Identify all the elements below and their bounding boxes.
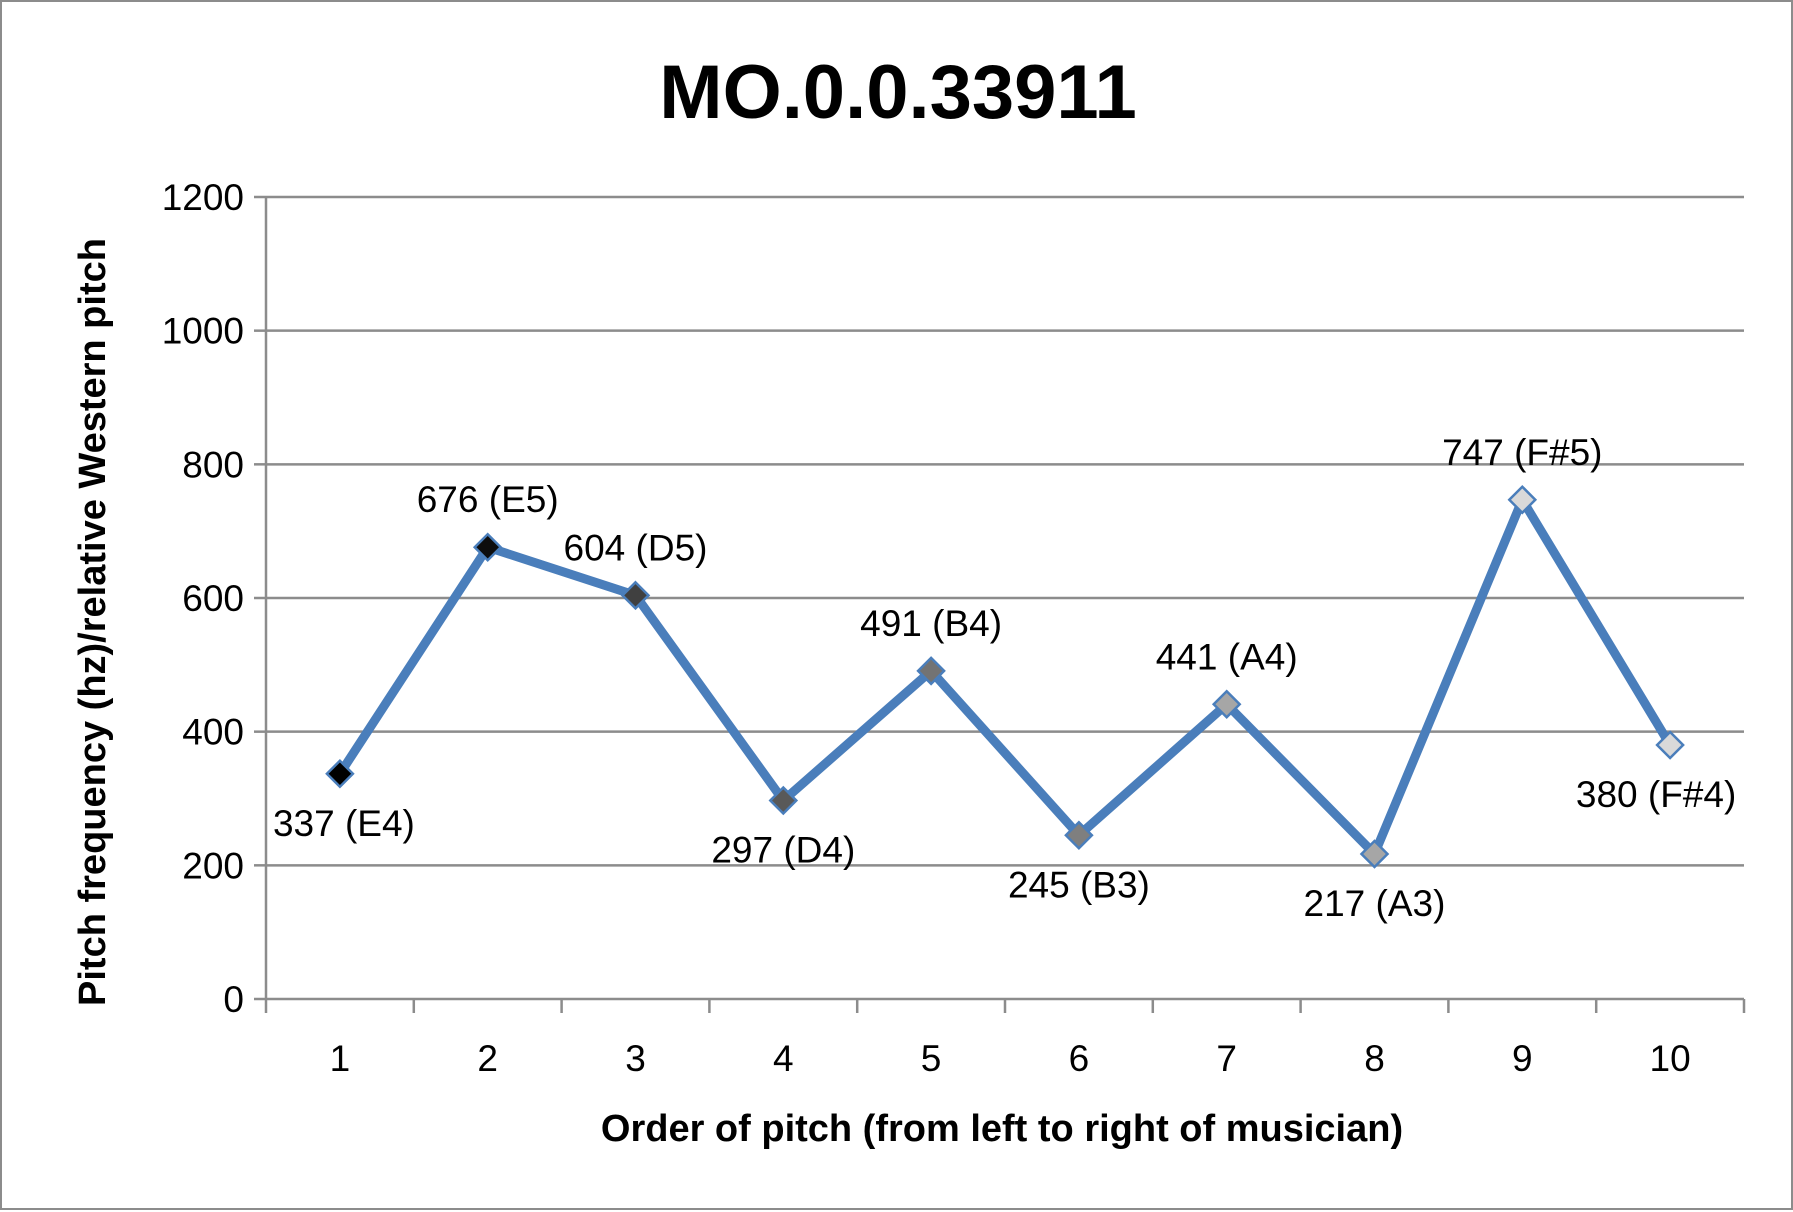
y-tick-label: 600 (182, 578, 244, 619)
data-point-marker (1507, 484, 1538, 515)
data-point-marker (325, 759, 355, 789)
data-label-layer: 337 (E4) 676 (E5)604 (D5) 297 (D4) 491 (B4)… (273, 432, 1736, 924)
data-point-marker (620, 580, 651, 611)
data-label: 217 (A3) (1304, 883, 1446, 924)
x-tick-label: 2 (477, 1038, 498, 1079)
data-label: 676 (E5) (417, 479, 559, 520)
series-line (335, 495, 1675, 859)
y-tick-label: 800 (182, 444, 244, 485)
y-tick-label: 1200 (162, 177, 244, 218)
data-point-marker (1064, 820, 1094, 851)
data-point-marker (472, 532, 503, 562)
x-tick-label: 9 (1512, 1038, 1533, 1079)
data-label: 337 (E4) (273, 803, 415, 844)
x-tick-label: 3 (625, 1038, 646, 1079)
data-point-marker (1655, 730, 1685, 760)
axes (254, 195, 1746, 1013)
marker-layer (325, 484, 1685, 869)
gridlines (266, 195, 1744, 867)
series-layer (335, 495, 1675, 859)
x-tick-label: 10 (1650, 1038, 1691, 1079)
data-label: 747 (F#5) (1442, 432, 1602, 473)
data-point-marker (1211, 689, 1242, 720)
data-label: 491 (B4) (860, 603, 1002, 644)
data-point-marker (1359, 839, 1390, 869)
data-label: 245 (B3) (1008, 864, 1150, 905)
x-tick-label: 4 (773, 1038, 794, 1079)
data-label: 441 (A4) (1156, 636, 1298, 677)
x-tick-label: 8 (1364, 1038, 1385, 1079)
x-tick-label: 7 (1216, 1038, 1237, 1079)
x-tick-label: 5 (921, 1038, 942, 1079)
data-label: 604 (D5) (564, 527, 708, 568)
y-tick-label: 400 (182, 712, 244, 753)
y-tick-label: 200 (182, 845, 244, 886)
x-tick-label: 1 (330, 1038, 351, 1079)
chart-title: MO.0.0.33911 (659, 50, 1136, 135)
y-tick-labels: 0 200 400 600 800 1000 1200 (162, 177, 244, 1020)
x-axis-title: Order of pitch (from left to right of mu… (601, 1108, 1403, 1150)
y-tick-label: 1000 (162, 311, 244, 352)
data-label: 297 (D4) (711, 830, 855, 871)
data-label: 380 (F#4) (1576, 774, 1736, 815)
x-tick-label: 6 (1069, 1038, 1090, 1079)
y-tick-label: 0 (223, 979, 244, 1020)
data-point-marker (768, 785, 799, 816)
y-axis-title: Pitch frequency (hz)/relative Western pi… (72, 238, 114, 1006)
x-tick-labels: 1 2 3 4 5 6 7 8 9 10 (330, 1038, 1691, 1079)
data-point-marker (916, 656, 946, 686)
